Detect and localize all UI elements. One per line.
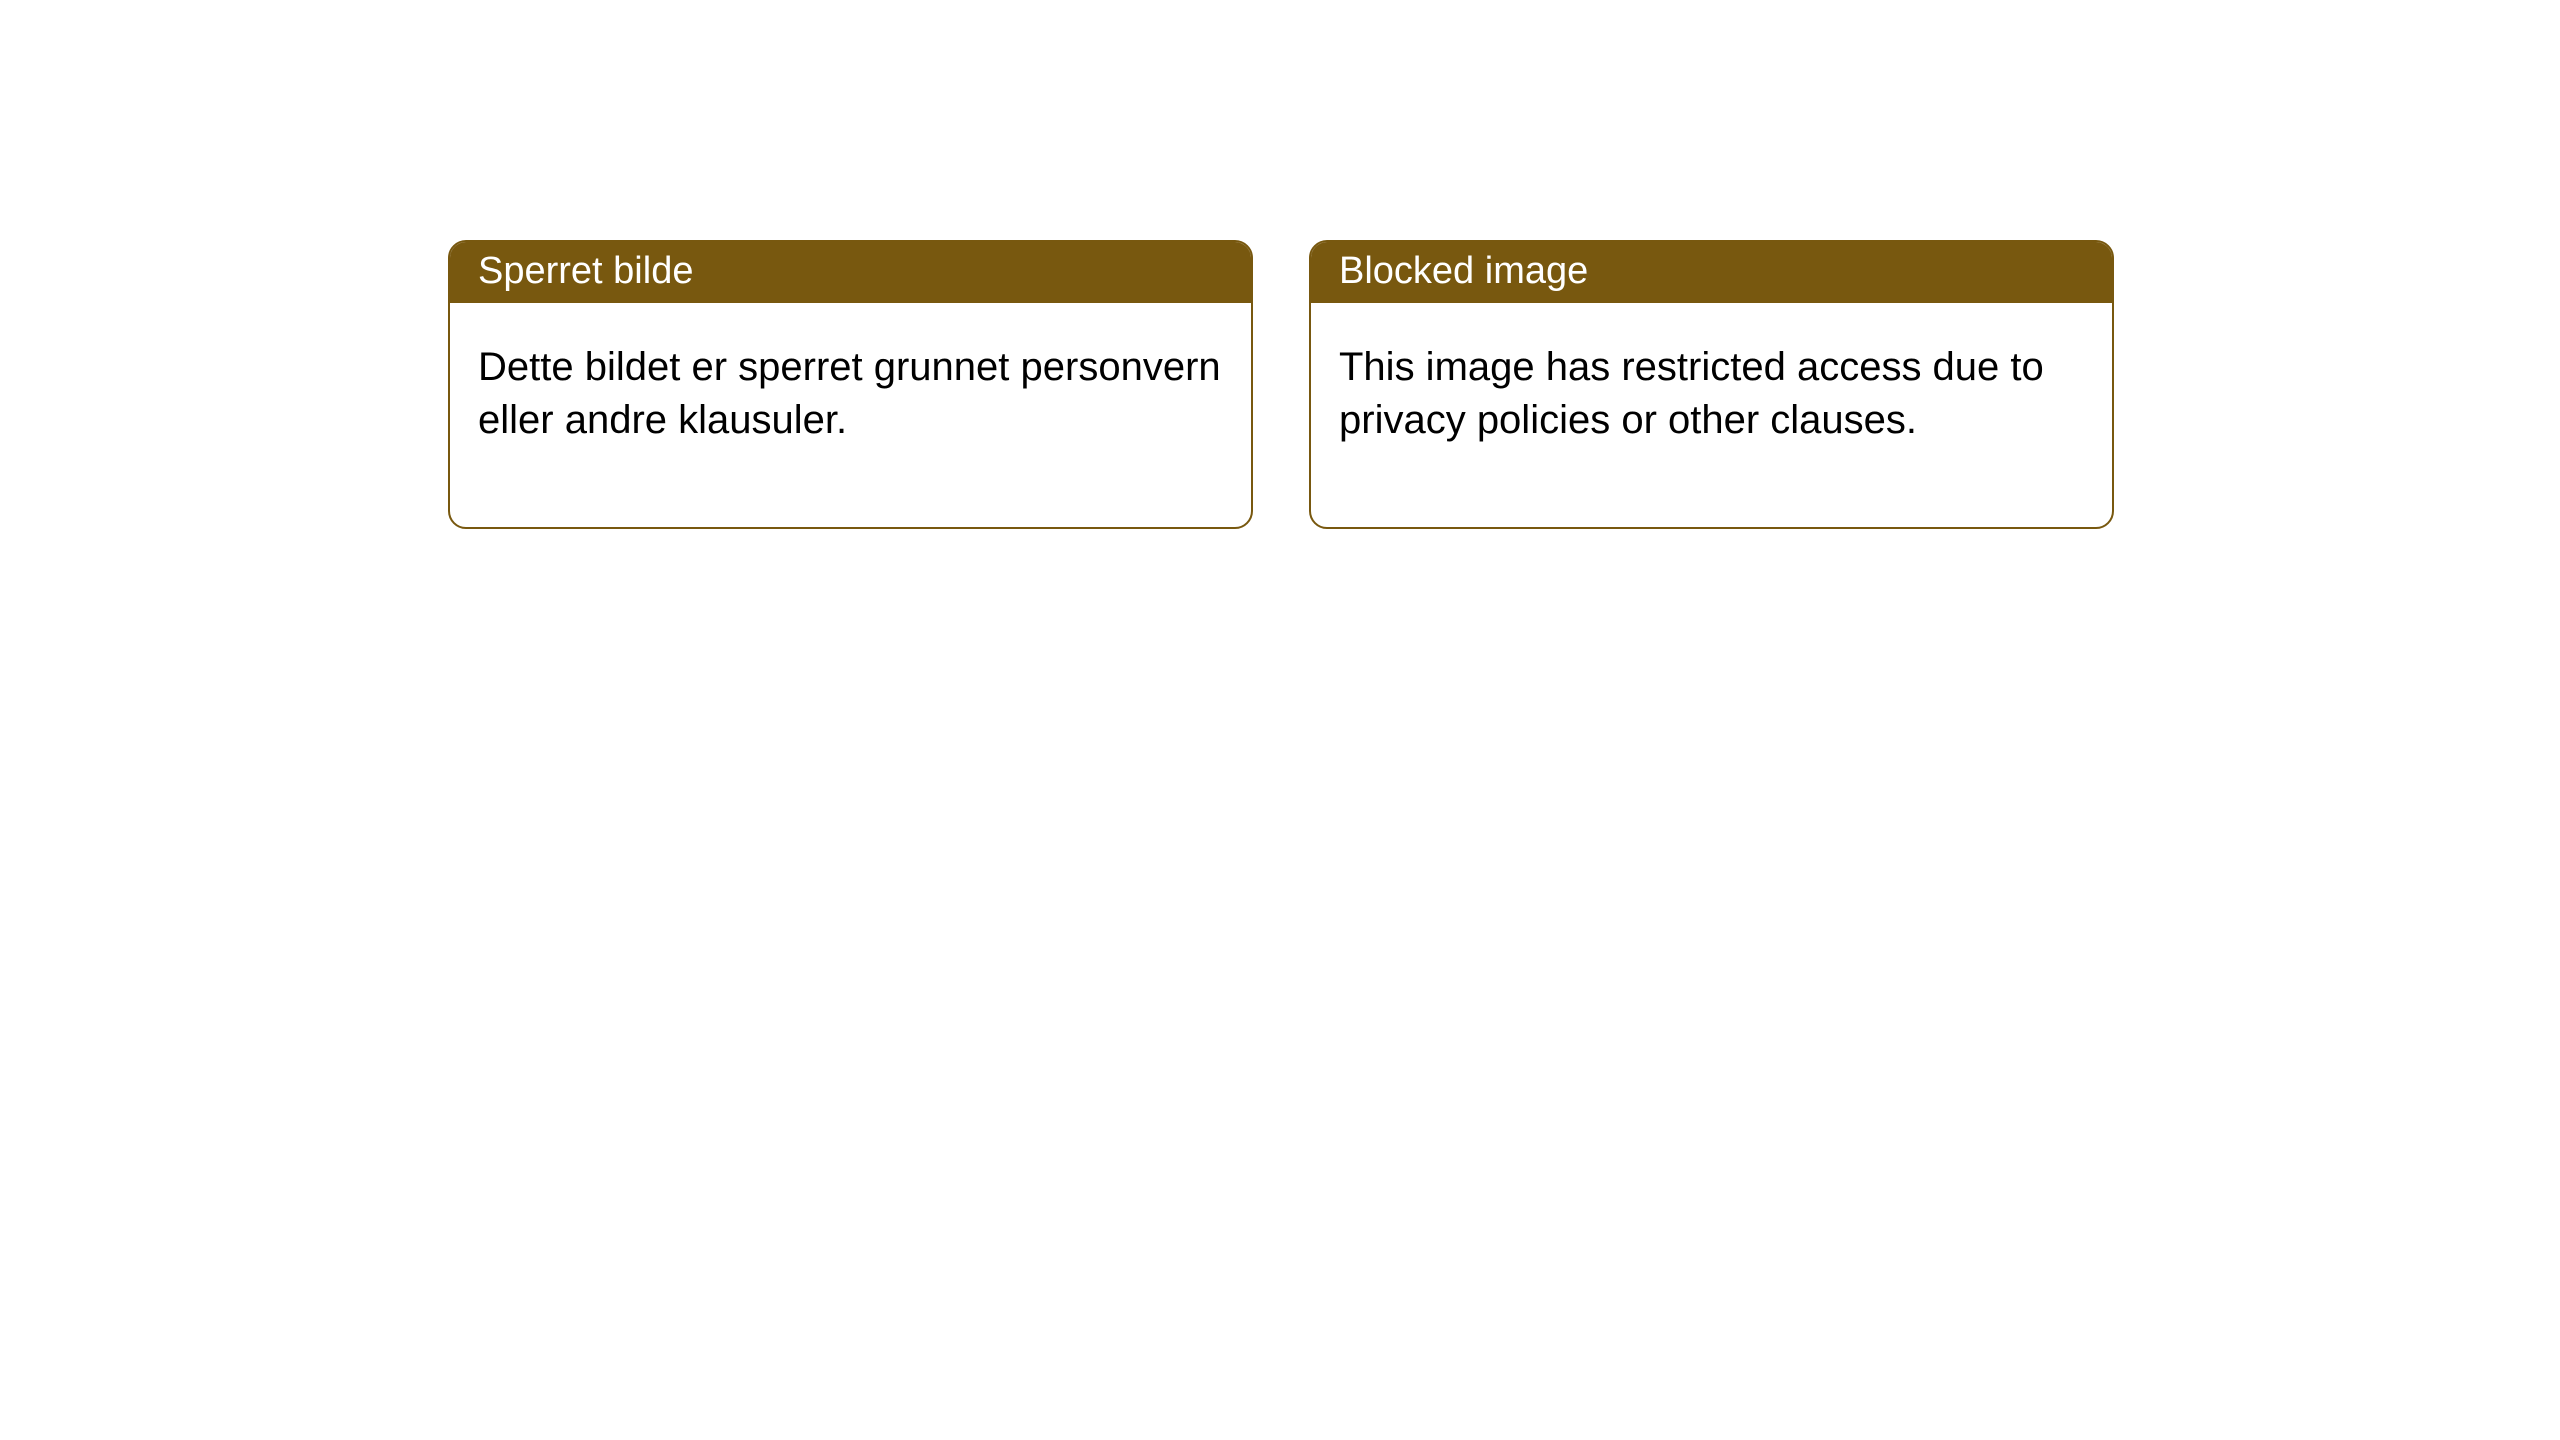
notice-container: Sperret bilde Dette bildet er sperret gr… (0, 0, 2560, 529)
notice-card-english: Blocked image This image has restricted … (1309, 240, 2114, 529)
notice-title: Blocked image (1311, 242, 2112, 303)
notice-body: Dette bildet er sperret grunnet personve… (450, 303, 1251, 527)
notice-card-norwegian: Sperret bilde Dette bildet er sperret gr… (448, 240, 1253, 529)
notice-title: Sperret bilde (450, 242, 1251, 303)
notice-body: This image has restricted access due to … (1311, 303, 2112, 527)
